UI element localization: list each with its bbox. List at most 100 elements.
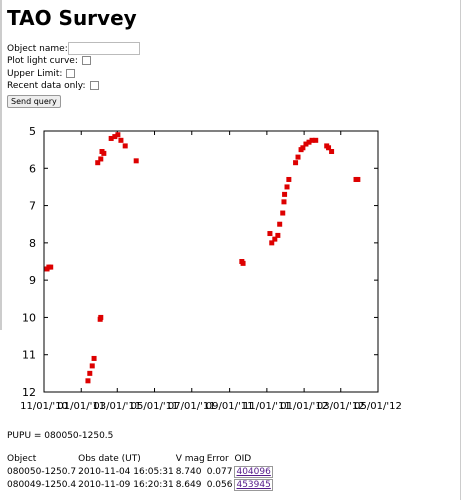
field-label: Plot light curve: xyxy=(7,56,78,66)
data-point xyxy=(267,231,273,237)
x-tick-label: 03/01/'11 xyxy=(93,401,141,412)
field-object: Object name: xyxy=(7,42,140,55)
table-cell: Obs date (UT) xyxy=(78,454,176,467)
x-tick-label: 07/01/'11 xyxy=(168,401,216,412)
cell-text: OID xyxy=(234,454,252,464)
data-point xyxy=(329,149,335,155)
x-tick-label: 11/01/'11 xyxy=(243,401,291,412)
window-edge xyxy=(460,0,461,500)
data-point xyxy=(293,160,299,166)
data-point xyxy=(281,199,287,205)
cell-text: 0.056 xyxy=(206,480,233,490)
table-cell: 8.649 xyxy=(176,480,207,493)
data-point xyxy=(85,378,91,384)
data-point xyxy=(91,355,97,361)
table-header: Object Obs date (UT) V mag Error OID xyxy=(7,454,275,467)
x-tick-label: 01/01/'12 xyxy=(280,401,328,412)
cell-text: 2010-11-09 16:20:31 xyxy=(78,480,174,490)
data-point xyxy=(295,154,301,160)
x-tick-label: 11/01/'10 xyxy=(20,401,68,412)
data-point xyxy=(98,314,104,320)
table-cell: 2010-11-09 16:20:31 xyxy=(78,480,176,493)
table-cell: Object xyxy=(7,454,78,467)
cell-text: 2010-11-04 16:05:31 xyxy=(78,467,174,477)
data-point xyxy=(133,158,139,164)
x-tick-label: 03/01/'12 xyxy=(317,401,365,412)
table-cell: 0.056 xyxy=(207,480,235,493)
data-point xyxy=(309,137,315,143)
data-point xyxy=(355,176,361,182)
data-point xyxy=(98,156,104,162)
table-cell: 404096 xyxy=(234,466,274,480)
data-point xyxy=(87,370,93,376)
field-label: Upper Limit: xyxy=(7,69,63,79)
data-point xyxy=(115,132,121,138)
data-point xyxy=(95,160,101,166)
table-cell: 080049-1250.4 xyxy=(7,480,78,493)
page-title: TAO Survey xyxy=(7,6,137,30)
data-point xyxy=(272,236,278,242)
data-point xyxy=(89,363,95,369)
cell-text: 8.649 xyxy=(175,480,202,490)
send-button[interactable]: Send query xyxy=(7,95,61,108)
table-cell: 080050-1250.7 xyxy=(7,467,78,480)
results-table: Object Obs date (UT) V mag Error OID 080050-1… xyxy=(7,454,275,493)
x-tick-label: 09/01/'11 xyxy=(206,401,254,412)
table-cell: OID xyxy=(234,454,274,467)
data-point xyxy=(275,232,281,238)
data-point xyxy=(286,176,292,182)
table-row: 080049-1250.4 2010-11-09 16:20:31 8.649 0.0… xyxy=(7,479,275,493)
checkbox[interactable] xyxy=(66,69,76,78)
plot-frame xyxy=(43,130,379,393)
checkbox[interactable] xyxy=(81,56,91,65)
cell-text: 080050-1250.7 xyxy=(7,467,77,477)
field-label: Recent data only: xyxy=(7,81,86,91)
data-point xyxy=(313,137,319,143)
y-tick-label: 11 xyxy=(22,349,36,362)
table-cell: V mag xyxy=(176,454,207,467)
oid-link[interactable]: 404096 xyxy=(234,466,273,478)
cell-text: 0.077 xyxy=(206,467,233,477)
y-tick-label: 10 xyxy=(22,311,36,324)
cell-text: Error xyxy=(206,454,229,464)
checkbox[interactable] xyxy=(89,81,99,90)
table-cell: 8.740 xyxy=(176,467,207,480)
y-tick-label: 9 xyxy=(29,274,36,287)
table-cell: 0.077 xyxy=(207,467,235,480)
field-recent: Recent data only: xyxy=(7,81,99,91)
data-point xyxy=(303,141,309,147)
data-point xyxy=(306,139,312,145)
chart: 5678910111211/01/'1001/01/'1103/01/'1105… xyxy=(20,125,402,412)
scrollbar-edge xyxy=(0,0,2,330)
data-point xyxy=(48,264,54,270)
y-tick-label: 6 xyxy=(29,162,36,175)
x-tick-label: 05/01/'11 xyxy=(131,401,179,412)
data-point xyxy=(280,210,286,216)
data-point xyxy=(300,145,306,151)
info-text: PUPU = 080050-1250.5 xyxy=(7,431,114,441)
field-upper: Upper Limit: xyxy=(7,69,76,79)
table-cell: Error xyxy=(207,454,235,467)
cell-text: Object xyxy=(7,454,37,464)
y-tick-label: 12 xyxy=(22,386,36,399)
x-tick-label: 01/01/'11 xyxy=(57,401,105,412)
y-tick-label: 5 xyxy=(29,125,36,138)
y-tick-label: 8 xyxy=(29,237,36,250)
field-label: Object name: xyxy=(7,44,68,54)
cell-text: Obs date (UT) xyxy=(78,454,141,464)
oid-link[interactable]: 453945 xyxy=(234,479,273,491)
data-point xyxy=(240,260,246,266)
table-cell: 453945 xyxy=(234,479,274,493)
cell-text: 080049-1250.4 xyxy=(7,480,77,490)
data-point xyxy=(269,240,275,246)
data-point xyxy=(118,137,124,143)
data-point xyxy=(326,145,332,151)
table-cell: 2010-11-04 16:05:31 xyxy=(78,467,176,480)
text-input[interactable] xyxy=(67,42,140,55)
data-point xyxy=(108,135,114,141)
data-point xyxy=(112,134,118,140)
cell-text: V mag xyxy=(175,454,205,464)
data-point xyxy=(122,143,128,149)
x-tick-label: 05/01/'12 xyxy=(354,401,402,412)
